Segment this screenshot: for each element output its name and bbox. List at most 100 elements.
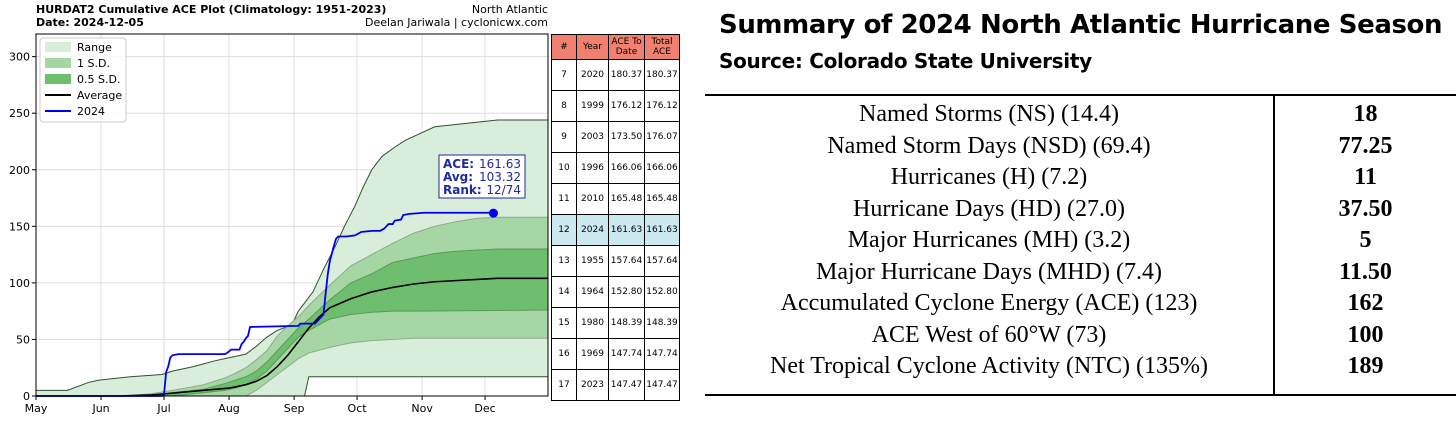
table-row: 10 1996 166.06 166.06: [551, 152, 680, 184]
ace-cell-rank: 14: [551, 276, 577, 308]
table-row: 11 2010 165.48 165.48: [551, 183, 680, 215]
ace-cell-total: 176.07: [644, 121, 680, 153]
table-row: 12 2024 161.63 161.63: [551, 214, 680, 246]
table-row: 13 1955 157.64 157.64: [551, 245, 680, 277]
ace-cell-year: 1999: [576, 90, 609, 122]
table-row: 14 1964 152.80 152.80: [551, 276, 680, 308]
annotation-value: 161.63: [479, 157, 521, 171]
sd1-lower-edge: [36, 337, 548, 397]
ace-cell-rank: 16: [551, 338, 577, 370]
y-tick-label: 250: [9, 107, 30, 120]
ace-cell-to-date: 161.63: [608, 214, 645, 246]
ace-cell-rank: 13: [551, 245, 577, 277]
ace-cell-total: 176.12: [644, 90, 680, 122]
ace-cell-year: 2024: [576, 214, 609, 246]
annotation-value: 103.32: [479, 170, 521, 184]
ace-cell-to-date: 147.74: [608, 338, 645, 370]
ace-cell-year: 1996: [576, 152, 609, 184]
table-row: 8 1999 176.12 176.12: [551, 90, 680, 122]
ace-cumulative-chart: 0 50 100 150 200 250 300 May Jun Jul Aug Sep Oct Nov D…: [9, 33, 549, 415]
ace-cell-year: 1969: [576, 338, 609, 370]
summary-column-divider: [1273, 94, 1275, 396]
annotation-key: ACE:: [443, 157, 474, 171]
ace-col-total: Total ACE: [644, 34, 680, 60]
ace-cell-year: 1955: [576, 245, 609, 277]
summary-row: Named Storm Days (NSD) (69.4) 77.25: [705, 131, 1456, 163]
ace-cell-total: 165.48: [644, 183, 680, 215]
summary-row: Hurricanes (H) (7.2) 11: [705, 162, 1456, 194]
ace-cell-to-date: 173.50: [608, 121, 645, 153]
x-tick-label: Jun: [91, 402, 109, 415]
ace-cell-to-date: 165.48: [608, 183, 645, 215]
ace-col-rank: #: [551, 34, 577, 60]
summary-bottom-rule: [705, 394, 1456, 396]
legend-label: Range: [77, 41, 112, 54]
ace-cell-total: 152.80: [644, 276, 680, 308]
ace-ranking-table: # Year ACE To Date Total ACE 7 2020 180.37…: [551, 34, 680, 401]
summary-row: Named Storms (NS) (14.4) 18: [705, 99, 1456, 131]
summary-row-value: 77.25: [1338, 132, 1393, 159]
x-tick-label: Dec: [474, 402, 495, 415]
ace-cell-to-date: 152.80: [608, 276, 645, 308]
table-row: 9 2003 173.50 176.07: [551, 121, 680, 153]
ace-cell-total: 148.39: [644, 307, 680, 339]
summary-top-rule: [705, 94, 1456, 96]
sd05-upper-edge: [36, 248, 548, 397]
ace-cell-rank: 12: [551, 214, 577, 246]
summary-row-value: 18: [1353, 101, 1378, 127]
season-summary: Summary of 2024 North Atlantic Hurricane…: [705, 0, 1456, 421]
chart-region: North Atlantic: [471, 3, 548, 16]
summary-row: Net Tropical Cyclone Activity (NTC) (135…: [705, 351, 1456, 383]
ace-cell-total: 147.47: [644, 369, 680, 401]
ace-cell-year: 1964: [576, 276, 609, 308]
ace-cell-rank: 11: [551, 183, 577, 215]
summary-row: Hurricane Days (HD) (27.0) 37.50: [705, 194, 1456, 226]
y-tick-label: 150: [9, 220, 30, 233]
sd1-upper-edge: [36, 216, 548, 397]
summary-row-value: 100: [1347, 321, 1384, 348]
ace-cell-to-date: 148.39: [608, 307, 645, 339]
ace-cell-rank: 15: [551, 307, 577, 339]
annotation-key: Avg:: [443, 170, 473, 184]
legend-label: 1 S.D.: [77, 57, 110, 70]
summary-row-label: Hurricanes (H) (7.2): [890, 164, 1088, 190]
ace-cell-total: 180.37: [644, 59, 680, 91]
ace-cell-to-date: 176.12: [608, 90, 645, 122]
season-2024-marker: [488, 208, 498, 218]
x-tick-label: Oct: [348, 402, 368, 415]
legend-swatch: [45, 74, 71, 84]
summary-row-value: 189: [1347, 353, 1384, 379]
ace-cell-year: 2020: [576, 59, 609, 91]
summary-row: Major Hurricanes (MH) (3.2) 5: [705, 225, 1456, 257]
ace-cell-year: 2023: [576, 369, 609, 401]
ace-cell-rank: 17: [551, 369, 577, 401]
sd05-lower-edge: [36, 309, 549, 397]
summary-rows: Named Storms (NS) (14.4) 18 Named Storm Da…: [705, 99, 1456, 383]
legend-swatch: [45, 42, 71, 52]
summary-title: Summary of 2024 North Atlantic Hurricane…: [719, 10, 1443, 40]
y-tick-label: 300: [9, 51, 30, 64]
plot-frame: [35, 33, 549, 397]
summary-row-value: 37.50: [1338, 195, 1393, 222]
ace-cell-to-date: 147.47: [608, 369, 645, 401]
summary-row-value: 5: [1359, 227, 1372, 253]
summary-row-label: Net Tropical Cyclone Activity (NTC) (135…: [770, 353, 1208, 379]
legend-swatch: [45, 58, 71, 68]
x-tick-label: May: [25, 402, 48, 415]
annotation-box: [438, 154, 526, 199]
summary-source: Source: Colorado State University: [719, 49, 1092, 73]
y-tick-label: 50: [16, 333, 30, 346]
chart-date: Date: 2024-12-05: [36, 16, 144, 29]
x-tick-label: Aug: [218, 402, 239, 415]
range-upper-edge: [36, 119, 548, 391]
annotation-value: 12/74: [486, 183, 521, 197]
sd05-band: [36, 248, 548, 396]
chart-header: HURDAT2 Cumulative ACE Plot (Climatology…: [36, 3, 548, 33]
x-tick-label: Jul: [156, 402, 170, 415]
ace-cell-to-date: 157.64: [608, 245, 645, 277]
ace-cell-year: 2010: [576, 183, 609, 215]
chart-credit: Deelan Jariwala | cyclonicwx.com: [364, 16, 548, 29]
summary-row-value: 11.50: [1339, 258, 1392, 285]
legend-label: Average: [77, 89, 122, 102]
summary-row-value: 11: [1354, 164, 1377, 190]
